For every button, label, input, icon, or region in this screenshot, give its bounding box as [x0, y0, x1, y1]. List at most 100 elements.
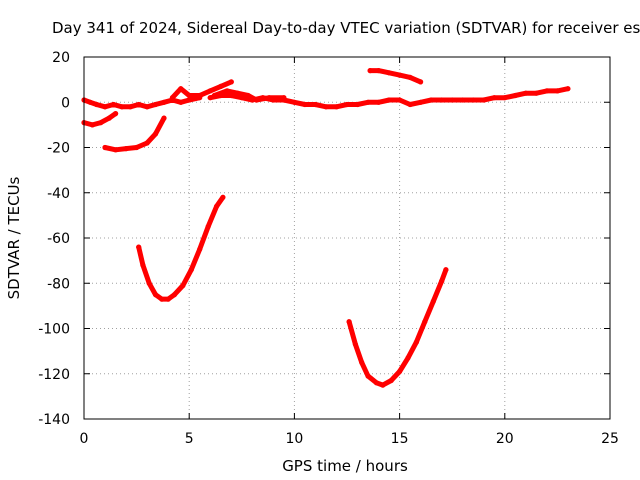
data-point [407, 74, 413, 80]
data-point [152, 131, 159, 137]
data-point [491, 95, 497, 101]
data-point [430, 298, 436, 304]
data-point [344, 101, 350, 108]
chart-title: Day 341 of 2024, Sidereal Day-to-day VTE… [52, 19, 640, 37]
data-point [439, 278, 445, 284]
data-point [161, 115, 167, 121]
data-point [169, 95, 175, 101]
y-tick-label: -40 [47, 186, 70, 202]
data-point [354, 101, 361, 108]
x-axis-label: GPS time / hours [282, 457, 408, 475]
data-point [178, 86, 184, 92]
data-point [281, 95, 287, 101]
data-point [245, 92, 251, 99]
data-point [144, 140, 150, 146]
data-point [373, 380, 380, 386]
x-tick-label: 0 [80, 431, 89, 447]
data-point [523, 90, 529, 96]
y-axis-label: SDTVAR / TECUs [5, 176, 23, 299]
y-tick-label: -20 [47, 141, 70, 157]
data-point [106, 115, 112, 121]
y-tick-label: -60 [47, 231, 70, 247]
data-point [533, 90, 540, 96]
data-point [186, 92, 192, 99]
data-point [127, 104, 133, 110]
data-point [376, 99, 382, 105]
data-point [512, 92, 518, 99]
data-point [188, 267, 194, 273]
data-point [443, 267, 449, 273]
data-point [302, 101, 308, 108]
data-point [180, 282, 186, 289]
data-point [178, 99, 184, 105]
y-tick-label: 20 [52, 50, 70, 66]
data-point [205, 224, 211, 230]
data-point [266, 95, 272, 101]
x-tick-label: 20 [496, 431, 514, 447]
data-point [87, 99, 93, 105]
data-point [460, 97, 466, 103]
data-point [554, 88, 561, 94]
data-point [323, 104, 329, 110]
data-point [405, 355, 411, 361]
data-point [123, 146, 129, 152]
x-tick-label: 5 [185, 431, 194, 447]
data-point [134, 144, 140, 151]
series-arc-9 [346, 267, 449, 388]
data-point [113, 111, 119, 117]
data-point [376, 68, 382, 74]
data-point [397, 72, 403, 78]
data-point [386, 70, 392, 76]
axis-ticks: 0 5 10 15 20 25 -140 -120 -100 -80 -60 -40 -20 0 20 [38, 50, 619, 447]
data-point [428, 97, 434, 103]
data-point [418, 79, 424, 85]
data-point [388, 377, 394, 384]
data-point [211, 92, 217, 99]
data-point [365, 373, 371, 379]
data-point [312, 101, 318, 108]
data-point [449, 97, 455, 103]
data-point [352, 341, 358, 347]
data-point [228, 79, 234, 85]
data-point [98, 120, 104, 126]
data-point [197, 246, 203, 252]
data-point [159, 296, 165, 302]
data-point [439, 97, 445, 103]
data-point [422, 319, 428, 325]
data-point [113, 147, 119, 153]
data-point [102, 104, 108, 110]
data-point [146, 280, 152, 286]
data-point [367, 68, 373, 74]
x-tick-label: 15 [391, 431, 409, 447]
data-point [136, 101, 142, 108]
data-point [94, 101, 100, 108]
data-point [380, 382, 386, 388]
data-point [207, 95, 213, 101]
data-point [171, 292, 178, 298]
data-point [359, 359, 365, 365]
data-point [220, 194, 226, 200]
data-point [102, 144, 108, 151]
data-series [81, 68, 571, 388]
data-point [386, 97, 392, 103]
grid [84, 57, 610, 419]
data-point [207, 88, 213, 94]
data-point [253, 97, 260, 103]
data-point [544, 88, 550, 94]
y-tick-label: -140 [38, 412, 70, 428]
data-point [152, 292, 159, 298]
data-point [140, 262, 146, 268]
data-point [291, 99, 297, 105]
y-tick-label: -120 [38, 367, 70, 383]
y-tick-label: -100 [38, 322, 70, 338]
x-tick-label: 25 [601, 431, 619, 447]
data-point [365, 99, 371, 105]
data-point [397, 97, 403, 103]
y-tick-label: 0 [61, 95, 70, 111]
data-point [502, 95, 508, 101]
data-point [110, 101, 117, 108]
data-point [165, 296, 171, 302]
data-point [397, 368, 403, 375]
data-point [152, 101, 159, 108]
